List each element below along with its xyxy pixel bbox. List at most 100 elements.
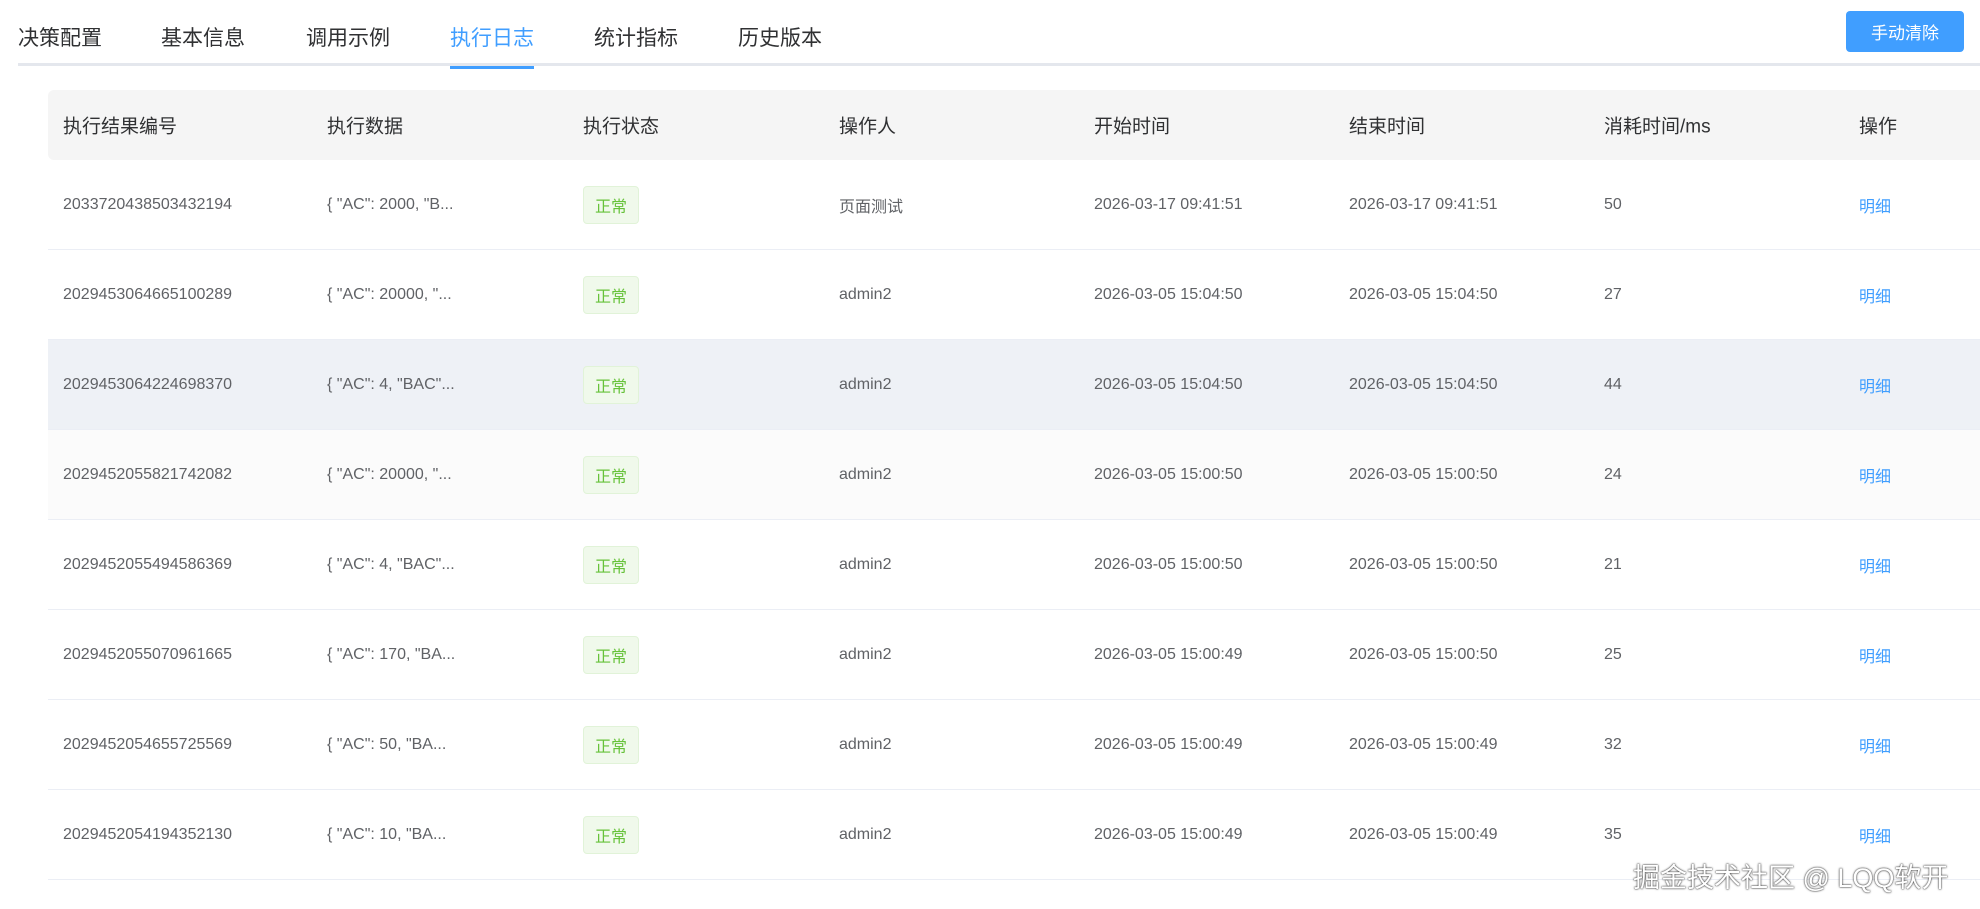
operator: admin2: [839, 645, 892, 663]
status-tag: 正常: [583, 365, 640, 404]
end-time: 2026-03-05 15:00:49: [1349, 825, 1498, 843]
column-header-result-id: 执行结果编号: [63, 116, 178, 138]
duration: 27: [1604, 285, 1622, 303]
status-tag: 正常: [583, 455, 640, 494]
status-badge: 正常: [583, 635, 640, 674]
execution-data: { "AC": 20000, "...: [327, 285, 452, 303]
detail-link[interactable]: 明细: [1859, 558, 1892, 576]
column-header-start-time: 开始时间: [1094, 116, 1171, 138]
status-badge: 正常: [583, 815, 640, 854]
operator: admin2: [839, 825, 892, 843]
result-id: 2029453064224698370: [63, 375, 233, 393]
start-time: 2026-03-05 15:00:50: [1094, 555, 1243, 573]
table-row[interactable]: 2029452054194352130 { "AC": 10, "BA... 正常 a…: [48, 790, 1980, 880]
execution-data: { "AC": 4, "BAC"...: [327, 555, 455, 573]
watermark: 掘金技术社区 @ LQQ软开: [1633, 863, 1949, 893]
status-badge: 正常: [583, 455, 640, 494]
status-tag: 正常: [583, 725, 640, 764]
execution-data: { "AC": 50, "BA...: [327, 735, 447, 753]
execution-data: { "AC": 10, "BA...: [327, 825, 447, 843]
duration: 25: [1604, 645, 1622, 663]
execution-data: { "AC": 2000, "B...: [327, 195, 454, 213]
table-row[interactable]: 2029452055494586369 { "AC": 4, "BAC"... 正常…: [48, 520, 1980, 610]
tab-execution-log[interactable]: 执行日志: [450, 22, 534, 69]
execution-data: { "AC": 170, "BA...: [327, 645, 456, 663]
status-badge: 正常: [583, 185, 640, 224]
execution-log-table: 执行结果编号 执行数据 执行状态 操作人 开始时间 结束时间 消耗时间/ms 操作 20337…: [48, 90, 1980, 880]
status-tag: 正常: [583, 815, 640, 854]
operator: admin2: [839, 465, 892, 483]
tab-statistics[interactable]: 统计指标: [594, 27, 678, 50]
status-tag: 正常: [583, 545, 640, 584]
end-time: 2026-03-17 09:41:51: [1349, 195, 1498, 213]
operator: admin2: [839, 375, 892, 393]
start-time: 2026-03-05 15:00:49: [1094, 735, 1243, 753]
tab-history-version[interactable]: 历史版本: [738, 27, 822, 50]
operator: 页面测试: [839, 198, 904, 216]
table-row[interactable]: 2029452055070961665 { "AC": 170, "BA... 正常…: [48, 610, 1980, 700]
start-time: 2026-03-05 15:04:50: [1094, 285, 1243, 303]
duration: 32: [1604, 735, 1622, 753]
table-row[interactable]: 2033720438503432194 { "AC": 2000, "B... 正常…: [48, 160, 1980, 250]
detail-link[interactable]: 明细: [1859, 738, 1892, 756]
start-time: 2026-03-05 15:04:50: [1094, 375, 1243, 393]
status-badge: 正常: [583, 275, 640, 314]
detail-link[interactable]: 明细: [1859, 198, 1892, 216]
manual-clear-button[interactable]: 手动清除: [1846, 11, 1964, 52]
detail-link[interactable]: 明细: [1859, 468, 1892, 486]
operator: admin2: [839, 735, 892, 753]
end-time: 2026-03-05 15:04:50: [1349, 375, 1498, 393]
column-header-duration: 消耗时间/ms: [1604, 116, 1711, 138]
table-row[interactable]: 2029452055821742082 { "AC": 20000, "... 正常…: [48, 430, 1980, 520]
start-time: 2026-03-17 09:41:51: [1094, 195, 1243, 213]
column-header-detail-link: 操作: [1859, 116, 1898, 138]
status-tag: 正常: [583, 275, 640, 314]
execution-data: { "AC": 4, "BAC"...: [327, 375, 455, 393]
status-tag: 正常: [583, 185, 640, 224]
result-id: 2029453064665100289: [63, 285, 233, 303]
column-header-end-time: 结束时间: [1349, 116, 1426, 138]
start-time: 2026-03-05 15:00:49: [1094, 825, 1243, 843]
status-badge: 正常: [583, 365, 640, 404]
status-badge: 正常: [583, 725, 640, 764]
detail-link[interactable]: 明细: [1859, 828, 1892, 846]
column-header-execution-data: 执行数据: [327, 116, 404, 138]
table-header: 执行结果编号 执行数据 执行状态 操作人 开始时间 结束时间 消耗时间/ms 操作: [48, 90, 1980, 160]
result-id: 2029452054655725569: [63, 735, 233, 753]
table-body: 2033720438503432194 { "AC": 2000, "B... 正常…: [48, 160, 1980, 880]
column-header-status-badge: 执行状态: [583, 116, 660, 138]
detail-link[interactable]: 明细: [1859, 648, 1892, 666]
operator: admin2: [839, 285, 892, 303]
table-row[interactable]: 2029453064665100289 { "AC": 20000, "... 正常…: [48, 250, 1980, 340]
status-tag: 正常: [583, 635, 640, 674]
column-header-operator: 操作人: [839, 116, 897, 138]
result-id: 2029452055070961665: [63, 645, 233, 663]
start-time: 2026-03-05 15:00:50: [1094, 465, 1243, 483]
end-time: 2026-03-05 15:04:50: [1349, 285, 1498, 303]
result-id: 2033720438503432194: [63, 195, 233, 213]
end-time: 2026-03-05 15:00:49: [1349, 735, 1498, 753]
result-id: 2029452055821742082: [63, 465, 233, 483]
operator: admin2: [839, 555, 892, 573]
tab-decision-config[interactable]: 决策配置: [18, 27, 102, 50]
start-time: 2026-03-05 15:00:49: [1094, 645, 1243, 663]
duration: 21: [1604, 555, 1622, 573]
duration: 44: [1604, 375, 1622, 393]
table-row[interactable]: 2029453064224698370 { "AC": 4, "BAC"... 正常…: [48, 340, 1980, 430]
tab-basic-info[interactable]: 基本信息: [161, 27, 245, 50]
tab-bar: 决策配置 基本信息 调用示例 执行日志 统计指标 历史版本: [18, 0, 1980, 69]
end-time: 2026-03-05 15:00:50: [1349, 465, 1498, 483]
status-badge: 正常: [583, 545, 640, 584]
result-id: 2029452055494586369: [63, 555, 233, 573]
tab-call-example[interactable]: 调用示例: [306, 27, 390, 50]
duration: 35: [1604, 825, 1622, 843]
end-time: 2026-03-05 15:00:50: [1349, 555, 1498, 573]
execution-data: { "AC": 20000, "...: [327, 465, 452, 483]
result-id: 2029452054194352130: [63, 825, 233, 843]
duration: 50: [1604, 195, 1622, 213]
duration: 24: [1604, 465, 1622, 483]
table-row[interactable]: 2029452054655725569 { "AC": 50, "BA... 正常 a…: [48, 700, 1980, 790]
detail-link[interactable]: 明细: [1859, 378, 1892, 396]
end-time: 2026-03-05 15:00:50: [1349, 645, 1498, 663]
detail-link[interactable]: 明细: [1859, 288, 1892, 306]
